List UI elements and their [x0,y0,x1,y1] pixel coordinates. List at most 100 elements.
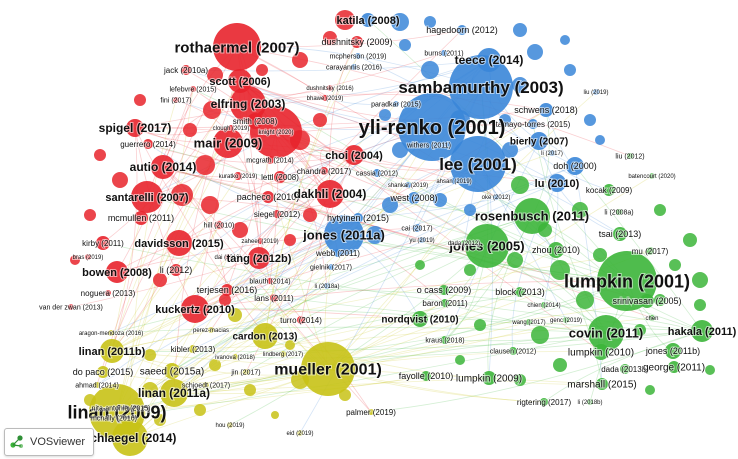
node-label[interactable]: west (2008) [388,192,438,204]
node-bubble[interactable] [541,302,547,308]
node-bubble[interactable] [449,55,513,119]
node-label[interactable]: hakala (2011) [667,325,738,339]
node-bubble[interactable] [441,299,449,307]
node-label[interactable]: jones (2011a) [301,227,386,244]
node-label[interactable]: elfring (2003) [210,96,287,112]
node-bubble[interactable] [344,145,364,165]
node-label[interactable]: ahmad (2014) [74,381,120,390]
node-label[interactable]: kraus (2018) [424,336,465,345]
node-label[interactable]: davidsson (2015) [133,237,225,251]
node-bubble[interactable] [106,261,128,283]
node-label[interactable]: nordqvist (2010) [380,314,459,327]
node-bubble[interactable] [419,237,425,243]
node-label[interactable]: bras (2019) [72,254,105,262]
node-bubble[interactable] [540,398,548,406]
node-label[interactable]: mcgrath (2014) [245,156,294,165]
node-label[interactable]: cai (2017) [400,224,433,233]
node-bubble[interactable] [593,89,599,95]
node-bubble[interactable] [597,251,657,311]
node-bubble[interactable] [257,238,263,244]
node-label[interactable]: baron (2011) [421,298,469,309]
node-bubble[interactable] [355,53,361,59]
node-label[interactable]: fayolle (2010) [398,370,455,382]
node-bubble[interactable] [85,254,91,260]
node-label[interactable]: george (2011) [642,362,706,375]
node-bubble[interactable] [627,153,633,159]
node-label[interactable]: chien (2014) [526,302,561,310]
node-bubble[interactable] [461,240,467,246]
node-bubble[interactable] [234,172,242,180]
node-label[interactable]: blauth (2014) [248,277,291,286]
node-label[interactable]: fini (2017) [159,96,192,105]
node-bubble[interactable] [270,294,278,302]
node-bubble[interactable] [439,285,449,295]
node-label[interactable]: mcpherson (2019) [329,52,388,61]
node-bubble[interactable] [213,23,261,71]
node-bubble[interactable] [108,330,114,336]
node-bubble[interactable] [273,210,281,218]
node-label[interactable]: lans (2011) [253,293,295,304]
node-label[interactable]: schlaegel (2014) [83,430,178,446]
node-label[interactable]: mcmullen (2011) [107,212,175,224]
node-bubble[interactable] [451,178,457,184]
node-bubble[interactable] [593,344,609,360]
node-label[interactable]: bhawe (2019) [306,95,345,103]
node-label[interactable]: teece (2014) [454,52,525,68]
node-label[interactable]: choi (2004) [324,149,384,163]
node-label[interactable]: tang (2012b) [226,252,293,266]
node-label[interactable]: kocak (2009) [585,185,634,196]
node-bubble[interactable] [328,264,334,270]
node-bubble[interactable] [613,227,627,241]
node-label[interactable]: burns (2011) [423,49,464,58]
node-label[interactable]: schwens (2018) [513,104,579,116]
node-label[interactable]: li (2017) [540,150,564,158]
node-bubble[interactable] [563,317,569,323]
node-label[interactable]: oke (2012) [481,194,512,202]
node-bubble[interactable] [267,278,273,284]
node-label[interactable]: turro (2014) [279,315,323,326]
node-label[interactable]: yu (2019) [408,237,435,245]
node-bubble[interactable] [327,85,333,91]
node-label[interactable]: guerrero (2014) [119,139,177,150]
node-bubble[interactable] [413,224,421,232]
node-bubble[interactable] [181,295,209,323]
node-bubble[interactable] [441,336,449,344]
node-bubble[interactable] [225,254,231,260]
node-label[interactable]: lettl (2008) [260,172,300,183]
node-label[interactable]: lumpkin (2009) [455,373,523,386]
node-bubble[interactable] [588,315,624,351]
node-label[interactable]: kibler (2013) [170,344,217,355]
node-bubble[interactable] [620,364,630,374]
node-label[interactable]: pacheco (2010) [236,191,301,203]
node-bubble[interactable] [164,363,180,379]
node-bubble[interactable] [640,294,654,308]
node-bubble[interactable] [514,198,550,234]
node-bubble[interactable] [266,156,274,164]
node-label[interactable]: liu (2012) [614,152,645,161]
node-label[interactable]: gielnik (2017) [309,263,353,272]
node-bubble[interactable] [131,181,163,213]
node-label[interactable]: do paco (2015) [72,366,135,378]
node-label[interactable]: hou (2019) [214,422,245,430]
node-bubble[interactable] [97,366,109,378]
node-bubble[interactable] [482,371,496,385]
node-label[interactable]: rothaermel (2007) [173,38,300,57]
node-label[interactable]: lindberg (2017) [262,351,304,359]
node-bubble[interactable] [646,247,654,255]
node-label[interactable]: yli-renko (2001) [358,116,507,140]
node-bubble[interactable] [134,211,148,225]
node-bubble[interactable] [112,420,148,456]
node-bubble[interactable] [493,194,499,200]
node-bubble[interactable] [322,95,328,101]
node-label[interactable]: smith (2008) [232,116,279,127]
node-label[interactable]: jack (2010a) [162,65,209,76]
node-bubble[interactable] [280,351,286,357]
node-bubble[interactable] [665,343,681,359]
node-label[interactable]: dushnitsky (2009) [320,36,393,48]
node-label[interactable]: clausen (2012) [489,347,537,356]
node-label[interactable]: dada (2012) [447,240,481,248]
node-label[interactable]: li (2018a) [313,283,340,291]
node-bubble[interactable] [297,430,303,436]
node-bubble[interactable] [320,167,328,175]
node-bubble[interactable] [426,142,432,148]
